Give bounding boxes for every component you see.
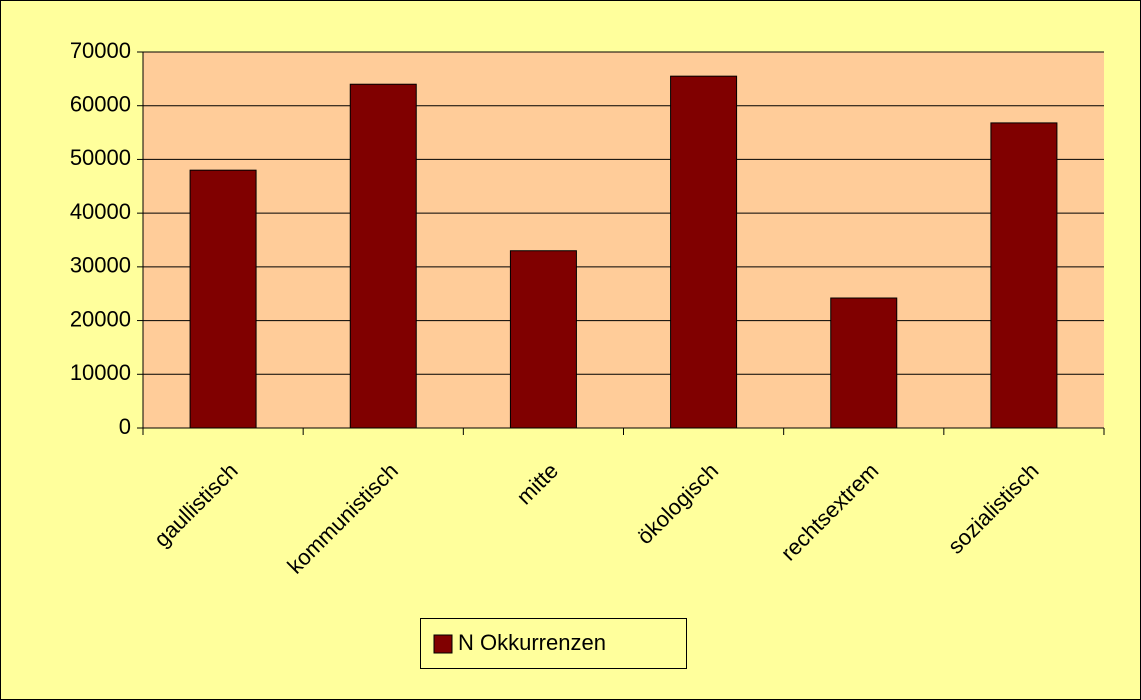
bar — [349, 83, 417, 429]
bar — [189, 169, 257, 429]
legend-box — [420, 618, 687, 669]
y-tick-label: 20000 — [70, 306, 131, 331]
y-tick-label: 50000 — [70, 145, 131, 170]
y-tick-label: 30000 — [70, 253, 131, 278]
bar — [509, 250, 577, 429]
bar — [990, 122, 1058, 429]
bar — [670, 75, 738, 429]
plot-area — [143, 52, 1104, 428]
y-tick-label: 60000 — [70, 92, 131, 117]
bar — [830, 297, 898, 429]
y-tick-label: 10000 — [70, 360, 131, 385]
y-tick-label: 70000 — [70, 38, 131, 63]
legend-swatch — [433, 634, 453, 654]
y-tick-label: 40000 — [70, 199, 131, 224]
legend-label: N Okkurrenzen — [458, 630, 606, 655]
y-tick-label: 0 — [119, 414, 131, 439]
